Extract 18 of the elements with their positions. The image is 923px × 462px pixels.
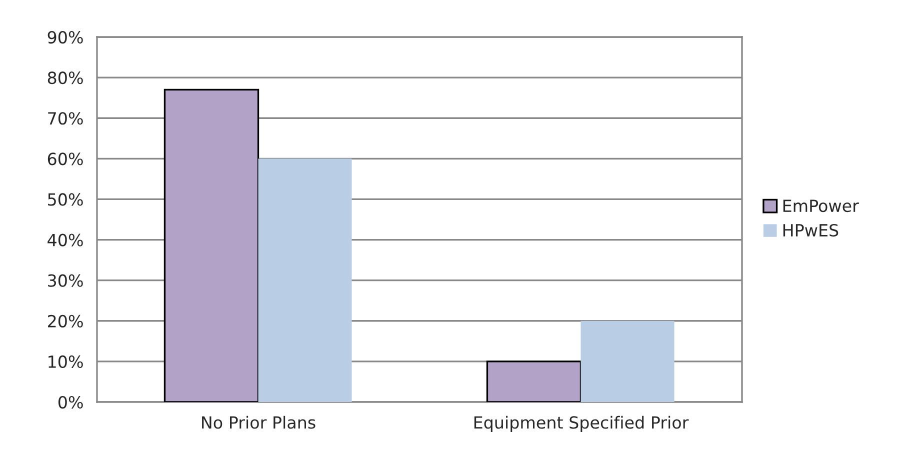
bar [486, 360, 582, 402]
y-tick-label: 80% [48, 72, 83, 84]
y-tick-label: 20% [48, 314, 83, 328]
y-tick-label: 40% [48, 234, 83, 246]
y-tick-label: 30% [48, 274, 83, 287]
bar [258, 158, 352, 402]
y-tick-label: 50% [48, 193, 83, 206]
y-tick-label: 60% [48, 152, 83, 166]
y-tick-label: 90% [48, 30, 83, 44]
y-tick-label: 70% [48, 112, 83, 125]
bar [580, 320, 674, 402]
legend-label: EmPower [783, 200, 859, 212]
bar [164, 88, 260, 402]
y-tick-label: 10% [48, 355, 83, 368]
legend-label: HPwES [783, 224, 838, 237]
x-tick-label: No Prior Plans [202, 416, 316, 429]
y-tick-label: 0% [58, 396, 83, 409]
x-tick-label: Equipment Specified Prior [474, 416, 689, 432]
